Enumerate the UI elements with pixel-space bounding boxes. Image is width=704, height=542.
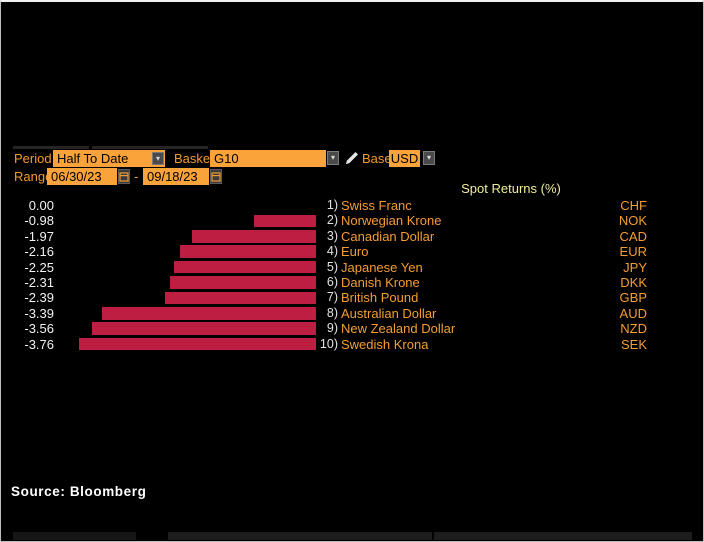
pencil-icon[interactable] [344, 151, 359, 166]
chart-row: -0.98 2) Norwegian Krone NOK [1, 213, 703, 229]
chart-row: -2.16 4) Euro EUR [1, 244, 703, 260]
bar [170, 276, 316, 289]
row-rank: 9) [326, 321, 338, 336]
row-code: SEK [620, 336, 647, 352]
period-value: Half To Date [57, 151, 129, 166]
chart-row: -3.76 10) Swedish Krona SEK [1, 336, 703, 352]
chevron-down-icon[interactable]: ▾ [152, 152, 164, 165]
row-rank: 10) [319, 336, 338, 351]
row-name[interactable]: Swiss Franc [341, 198, 412, 213]
basket-label: Basket [174, 151, 214, 166]
chart-row: 0.00 1) Swiss Franc CHF [1, 198, 703, 213]
basket-select[interactable]: G10 [210, 150, 326, 167]
bar-value-label: -0.98 [24, 213, 54, 229]
range-start-input[interactable]: 06/30/23 [47, 168, 117, 185]
bottom-bar-segment [434, 532, 692, 540]
bar [165, 291, 316, 305]
range-label: Range [14, 169, 53, 184]
row-rank: 6) [326, 274, 338, 289]
bar [91, 322, 316, 335]
chart-row: -2.31 6) Danish Krone DKK [1, 274, 703, 290]
row-rank: 4) [326, 244, 338, 259]
row-name[interactable]: British Pound [341, 290, 419, 306]
row-code: JPY [623, 259, 647, 275]
bar [254, 214, 316, 228]
base-value: USD [390, 151, 419, 166]
bar [174, 260, 316, 274]
row-rank: 5) [326, 259, 338, 274]
row-name[interactable]: Australian Dollar [341, 305, 437, 321]
calendar-icon[interactable] [210, 169, 222, 184]
base-select[interactable]: USD [389, 150, 420, 167]
bar-value-label: -2.31 [24, 274, 54, 290]
base-label: Base [362, 151, 392, 166]
chart-row: -2.39 7) British Pound GBP [1, 290, 703, 306]
range-start-value: 06/30/23 [51, 169, 102, 184]
bottom-bar-segment [13, 532, 136, 540]
row-name[interactable]: Danish Krone [341, 274, 420, 290]
row-name[interactable]: Norwegian Krone [341, 213, 442, 229]
chevron-down-icon[interactable]: ▾ [327, 151, 339, 165]
basket-value: G10 [214, 151, 239, 166]
row-name[interactable]: Euro [341, 244, 369, 260]
chart-row: -2.25 5) Japanese Yen JPY [1, 259, 703, 275]
chart-row: -3.56 9) New Zealand Dollar NZD [1, 321, 703, 337]
row-rank: 7) [326, 290, 338, 305]
bar-value-label: -1.97 [24, 228, 54, 244]
bar [191, 229, 316, 243]
row-code: CAD [619, 228, 647, 244]
bar [179, 245, 316, 258]
row-name[interactable]: New Zealand Dollar [341, 321, 456, 337]
row-name[interactable]: Swedish Krona [341, 336, 429, 352]
bar-value-label: -2.16 [24, 244, 54, 260]
row-code: NZD [620, 321, 647, 337]
row-rank: 2) [326, 213, 338, 228]
chart-row: -1.97 3) Canadian Dollar CAD [1, 228, 703, 244]
tab-strip-left [13, 146, 89, 149]
chart-row: -3.39 8) Australian Dollar AUD [1, 305, 703, 321]
bar [79, 337, 316, 351]
bar [102, 306, 316, 320]
bar-value-label: -2.39 [24, 290, 54, 306]
row-name[interactable]: Japanese Yen [341, 259, 423, 275]
bar-value-label: -2.25 [24, 259, 54, 275]
row-code: CHF [620, 198, 647, 213]
range-end-value: 09/18/23 [147, 169, 198, 184]
row-code: DKK [620, 274, 647, 290]
row-code: EUR [619, 244, 647, 260]
bottom-bar-segment [168, 532, 432, 540]
tab-strip-right [92, 146, 208, 149]
row-code: AUD [619, 305, 647, 321]
calendar-icon[interactable] [118, 169, 130, 184]
chart-title: Spot Returns (%) [461, 181, 561, 196]
row-code: NOK [618, 213, 647, 229]
range-end-input[interactable]: 09/18/23 [143, 168, 209, 185]
chevron-down-icon[interactable]: ▾ [423, 151, 435, 165]
bar-value-label: -3.76 [24, 336, 54, 352]
bar-value-label: 0.00 [28, 198, 54, 213]
source-label: Source: Bloomberg [11, 484, 147, 499]
bar-value-label: -3.39 [24, 305, 54, 321]
row-rank: 8) [326, 305, 338, 320]
row-name[interactable]: Canadian Dollar [341, 228, 435, 244]
row-rank: 3) [326, 228, 338, 243]
row-rank: 1) [326, 198, 338, 212]
range-separator: - [134, 169, 139, 184]
chart-rows: 0.00 1) Swiss Franc CHF -0.98 2) Norwegi… [1, 198, 703, 352]
period-label: Period [14, 151, 52, 166]
period-select[interactable]: Half To Date ▾ [53, 150, 165, 167]
bar-value-label: -3.56 [24, 321, 54, 337]
row-code: GBP [619, 290, 647, 306]
